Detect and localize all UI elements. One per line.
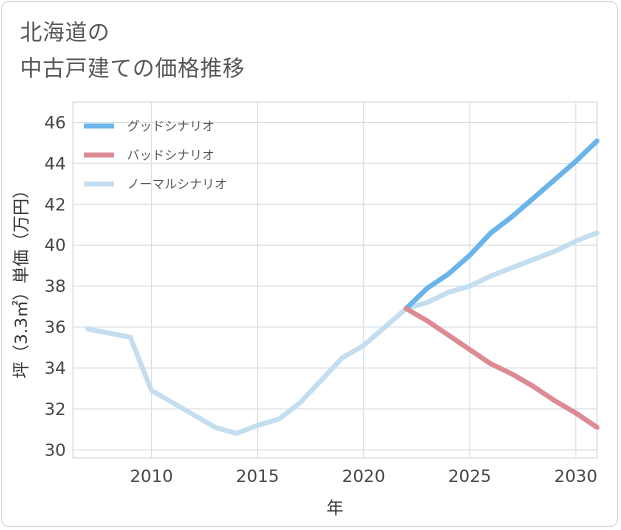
y-tick-label: 36 (44, 318, 66, 338)
plot-area (72, 101, 598, 459)
y-tick-label: 42 (44, 195, 66, 215)
y-tick-label: 32 (44, 400, 66, 420)
x-tick-label: 2030 (554, 467, 597, 487)
chart-title-line-2: 中古戸建ての価格推移 (20, 57, 246, 82)
x-tick-label: 2010 (130, 467, 173, 487)
chart-title-line-1: 北海道の (20, 21, 111, 46)
y-tick-label: 46 (44, 113, 66, 133)
series-line-good (403, 138, 600, 312)
y-tick-label: 38 (44, 277, 66, 297)
chart-title: 北海道の 中古戸建ての価格推移 (20, 16, 245, 88)
y-tick-label: 34 (44, 359, 66, 379)
legend-label-good: グッドシナリオ (127, 119, 215, 134)
legend-label-bad: バッドシナリオ (127, 148, 215, 163)
series-lines (85, 138, 600, 436)
series-line-normal (85, 230, 600, 436)
series-line-bad (403, 306, 600, 430)
legend-label-normal: ノーマルシナリオ (127, 177, 227, 192)
y-tick-label: 40 (44, 236, 66, 256)
x-tick-label: 2020 (342, 467, 385, 487)
y-axis-label: 坪（3.3㎡）単価（万円） (12, 181, 32, 378)
x-tick-label: 2025 (448, 467, 491, 487)
x-axis-label: 年 (327, 499, 344, 519)
x-tick-label: 2015 (236, 467, 279, 487)
grid (73, 102, 597, 458)
y-tick-label: 44 (44, 154, 66, 174)
y-tick-label: 30 (44, 441, 66, 461)
ticks: 2010 2015 2020 2025 2030 30 32 34 36 38 40 42 44 46 (44, 113, 597, 487)
